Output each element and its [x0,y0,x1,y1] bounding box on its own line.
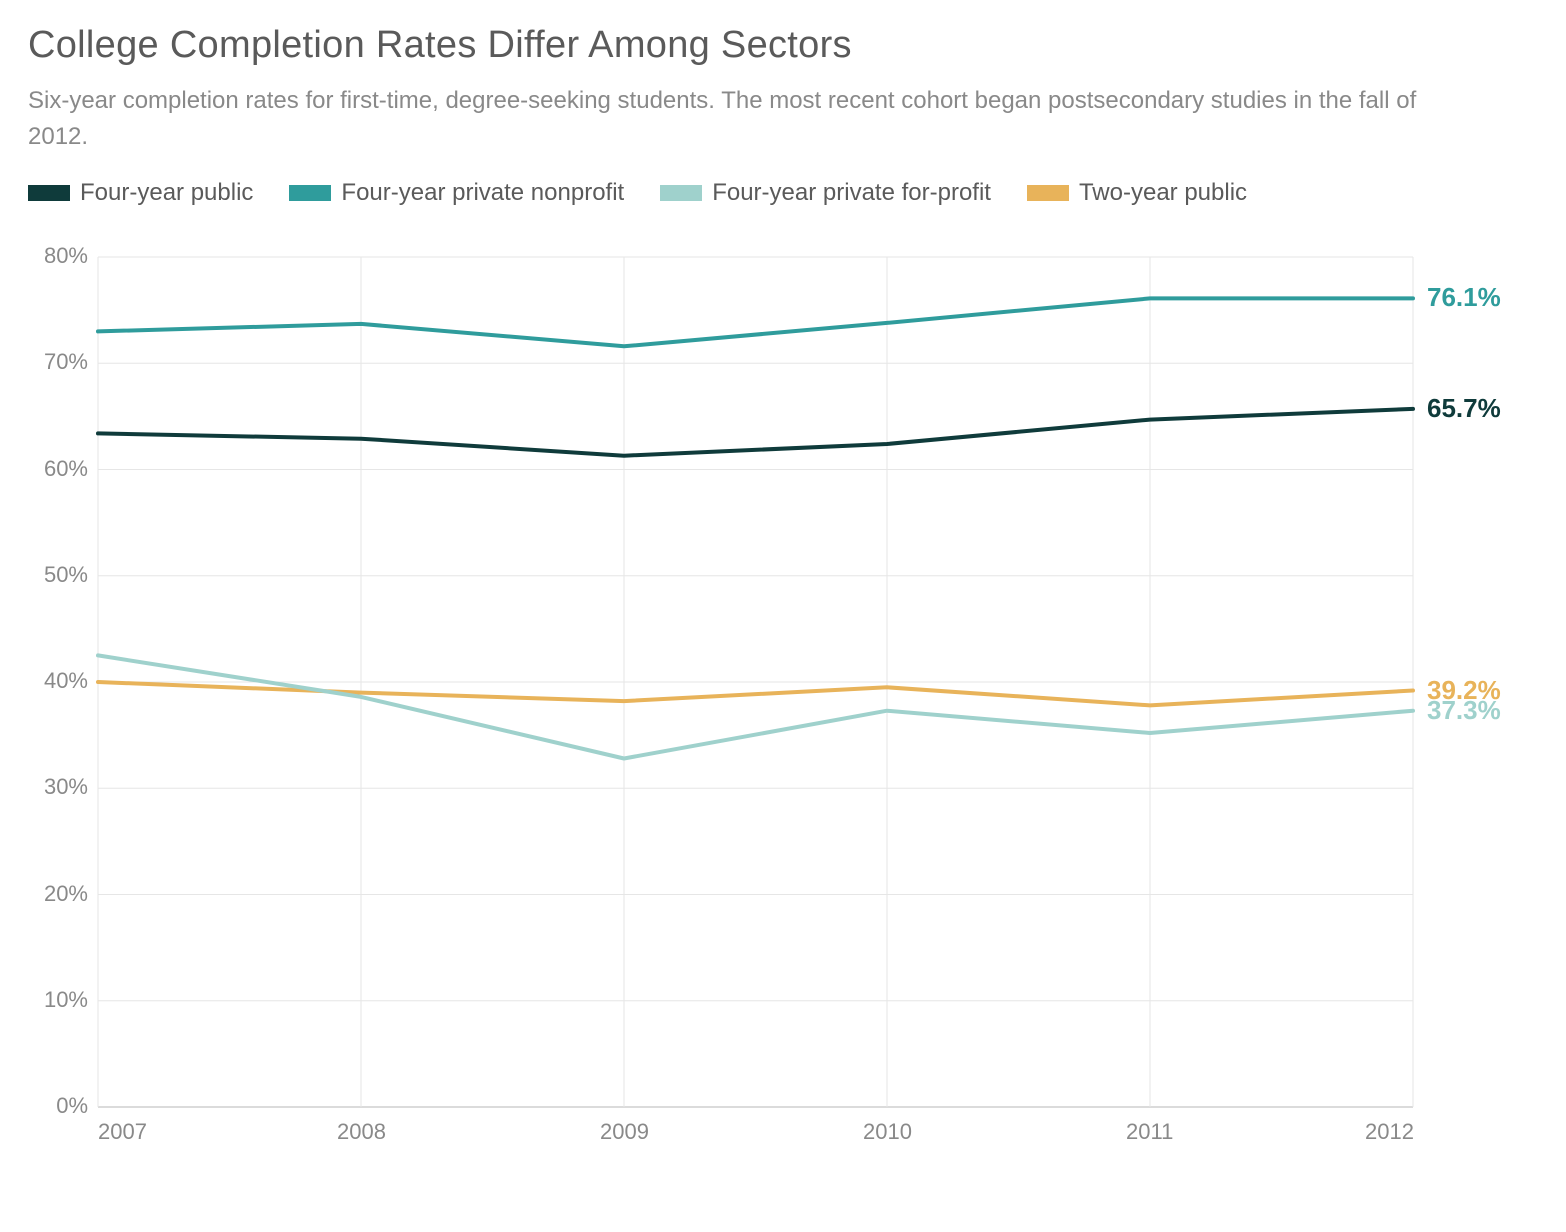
y-axis-label: 60% [44,456,88,482]
legend-label: Four-year private nonprofit [341,179,624,207]
legend-item-four-year-public: Four-year public [28,179,253,207]
x-axis-label: 2008 [337,1119,386,1145]
chart-subtitle: Six-year completion rates for first-time… [28,83,1468,155]
legend-label: Four-year public [80,179,253,207]
series-line-four-year-private-nonprofit [98,298,1413,346]
chart-title: College Completion Rates Differ Among Se… [28,24,1538,67]
series-line-four-year-private-for-profit [98,655,1413,758]
chart-svg [28,247,1528,1167]
legend-swatch [1027,185,1069,201]
legend-item-four-year-private-for-profit: Four-year private for-profit [660,179,991,207]
legend: Four-year public Four-year private nonpro… [28,179,1538,207]
y-axis-label: 50% [44,562,88,588]
series-end-label-four-year-private-nonprofit: 76.1% [1427,282,1501,313]
x-axis-label: 2010 [863,1119,912,1145]
chart-area: 0%10%20%30%40%50%60%70%80%20072008200920… [28,247,1528,1167]
x-axis-label: 2012 [1365,1119,1414,1145]
y-axis-label: 20% [44,881,88,907]
series-line-four-year-public [98,409,1413,456]
y-axis-label: 0% [56,1093,88,1119]
y-axis-label: 80% [44,243,88,269]
series-end-label-four-year-private-for-profit: 37.3% [1427,695,1501,726]
y-axis-label: 40% [44,668,88,694]
legend-item-two-year-public: Two-year public [1027,179,1247,207]
y-axis-label: 70% [44,349,88,375]
x-axis-label: 2009 [600,1119,649,1145]
x-axis-label: 2011 [1126,1119,1173,1145]
y-axis-label: 10% [44,987,88,1013]
legend-label: Four-year private for-profit [712,179,991,207]
legend-label: Two-year public [1079,179,1247,207]
series-end-label-four-year-public: 65.7% [1427,393,1501,424]
legend-swatch [660,185,702,201]
x-axis-label: 2007 [98,1119,147,1145]
y-axis-label: 30% [44,774,88,800]
legend-item-four-year-private-nonprofit: Four-year private nonprofit [289,179,624,207]
legend-swatch [289,185,331,201]
legend-swatch [28,185,70,201]
